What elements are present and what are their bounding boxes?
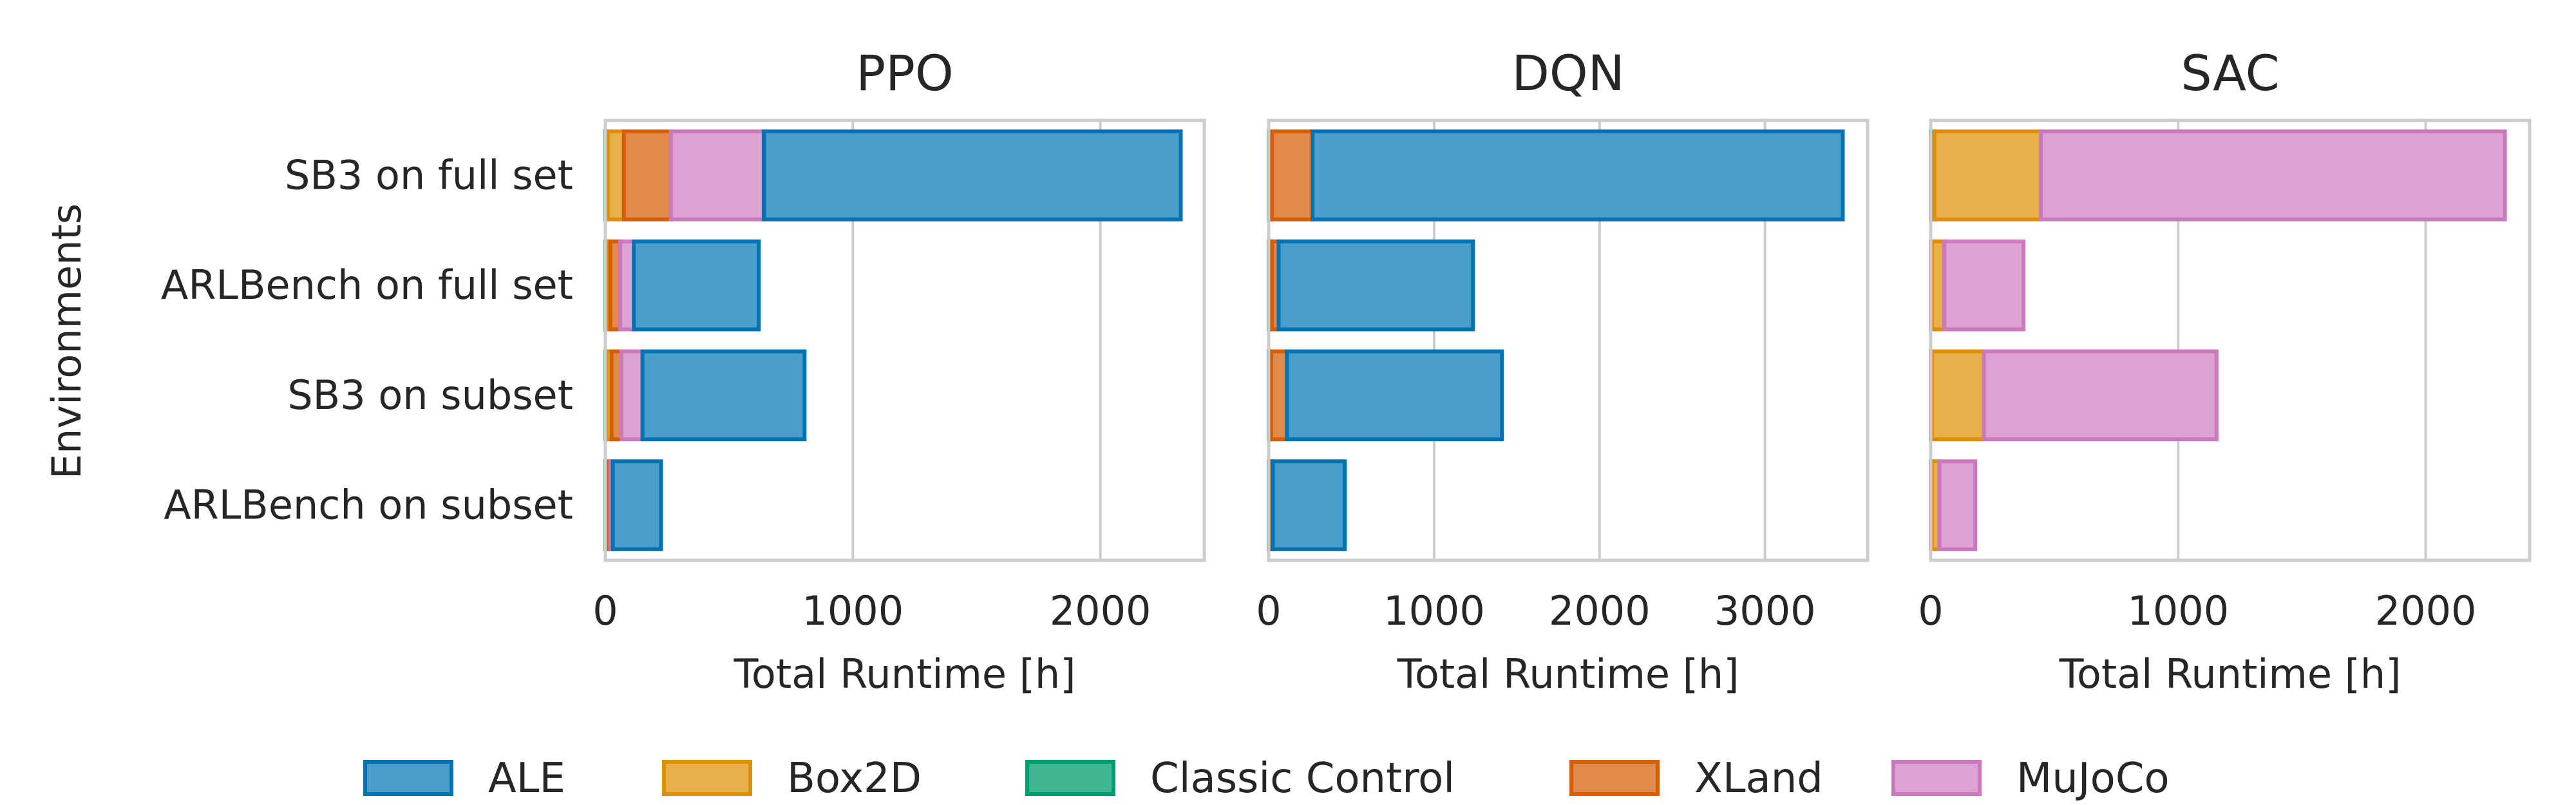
y-axis-label: Environments <box>43 204 90 479</box>
legend-label-box2d: Box2D <box>787 755 922 802</box>
legend-swatch-mujoco <box>1891 760 1982 796</box>
bar-ppo-arlbench-on-subset-ale <box>611 459 663 551</box>
legend-swatch-classic-control <box>1025 760 1115 796</box>
x-tick-label-dqn-0: 0 <box>1256 587 1281 634</box>
category-label-sb3-on-subset: SB3 on subset <box>287 372 573 419</box>
bar-dqn-sb3-on-full-set-ale <box>1311 129 1845 222</box>
x-tick-label-dqn-2000: 2000 <box>1549 587 1651 634</box>
category-label-arlbench-on-subset: ARLBench on subset <box>164 482 573 529</box>
category-labels: SB3 on full set ARLBench on full set SB3 o… <box>161 151 573 528</box>
bar-dqn-sb3-on-subset-ale <box>1285 349 1504 442</box>
panel-ppo: PPO 0 1000 2000 Total Runtime [h] <box>592 44 1206 697</box>
bar-sac-sb3-on-subset-box2d <box>1929 349 1986 442</box>
panel-sac: SAC 0 1000 2000 Total Runtime [h] <box>1918 44 2532 697</box>
x-tick-label-sac-0: 0 <box>1918 587 1943 634</box>
bar-ppo-sb3-on-subset-ale <box>640 349 807 442</box>
plot-frame-ppo <box>603 118 1206 562</box>
legend-item-classic-control: Classic Control <box>1025 755 1455 802</box>
x-axis-label-sac: Total Runtime [h] <box>2059 650 2401 697</box>
legend-label-classic-control: Classic Control <box>1150 755 1455 802</box>
bar-dqn-sb3-on-full-set-xland <box>1270 129 1315 222</box>
bar-ppo-sb3-on-subset-mujoco <box>619 349 645 442</box>
legend-swatch-box2d <box>662 760 752 796</box>
plot-frame-sac <box>1929 118 2532 562</box>
x-tick-label-ppo-1000: 1000 <box>802 587 904 634</box>
bar-ppo-sb3-on-full-set-xland <box>621 129 673 222</box>
legend-swatch-ale <box>363 760 453 796</box>
legend-label-xland: XLand <box>1694 755 1823 802</box>
panel-dqn: DQN 0 1000 2000 3000 Total Runtime [h] <box>1256 44 1870 697</box>
x-tick-label-dqn-3000: 3000 <box>1714 587 1816 634</box>
category-label-arlbench-on-full-set: ARLBench on full set <box>161 261 573 308</box>
bar-sac-arlbench-on-full-set-mujoco <box>1942 239 2026 332</box>
legend-item-mujoco: MuJoCo <box>1891 755 2170 802</box>
legend: ALE Box2D Classic Control XLand MuJoCo <box>363 755 2170 802</box>
x-axis-label-dqn: Total Runtime [h] <box>1397 650 1739 697</box>
x-axis-label-ppo: Total Runtime [h] <box>734 650 1076 697</box>
bar-sac-sb3-on-subset-mujoco <box>1982 349 2219 442</box>
bar-sac-sb3-on-full-set-box2d <box>1932 129 2043 222</box>
bar-sac-sb3-on-full-set-mujoco <box>2039 129 2507 222</box>
legend-item-xland: XLand <box>1569 755 1823 802</box>
legend-item-box2d: Box2D <box>662 755 922 802</box>
panel-title-sac: SAC <box>2181 44 2279 102</box>
x-tick-label-ppo-2000: 2000 <box>1050 587 1151 634</box>
x-tick-label-sac-1000: 1000 <box>2127 587 2229 634</box>
bar-ppo-arlbench-on-full-set-ale <box>632 239 761 332</box>
legend-label-ale: ALE <box>488 755 565 802</box>
plot-frame-dqn <box>1267 118 1870 562</box>
x-tick-label-ppo-0: 0 <box>592 587 618 634</box>
bar-sac-arlbench-on-subset-mujoco <box>1937 459 1978 551</box>
x-tick-label-dqn-1000: 1000 <box>1383 587 1485 634</box>
bar-dqn-arlbench-on-full-set-ale <box>1276 239 1475 332</box>
bar-dqn-arlbench-on-subset-ale <box>1271 459 1347 551</box>
bar-ppo-arlbench-on-full-set-mujoco <box>618 239 636 332</box>
legend-item-ale: ALE <box>363 755 565 802</box>
category-label-sb3-on-full-set: SB3 on full set <box>285 151 573 198</box>
bar-ppo-sb3-on-full-set-ale <box>761 129 1183 222</box>
bar-dqn-sb3-on-subset-xland <box>1269 349 1289 442</box>
bar-ppo-sb3-on-full-set-mujoco <box>668 129 766 222</box>
panel-title-dqn: DQN <box>1511 44 1624 102</box>
legend-swatch-xland <box>1569 760 1660 796</box>
x-tick-label-sac-2000: 2000 <box>2375 587 2477 634</box>
legend-label-mujoco: MuJoCo <box>2016 755 2170 802</box>
bar-ppo-sb3-on-full-set-box2d <box>605 129 626 222</box>
panel-title-ppo: PPO <box>856 44 953 102</box>
panels: PPO 0 1000 2000 Total Runtime [h] DQN 0 1000 200… <box>592 44 2532 697</box>
